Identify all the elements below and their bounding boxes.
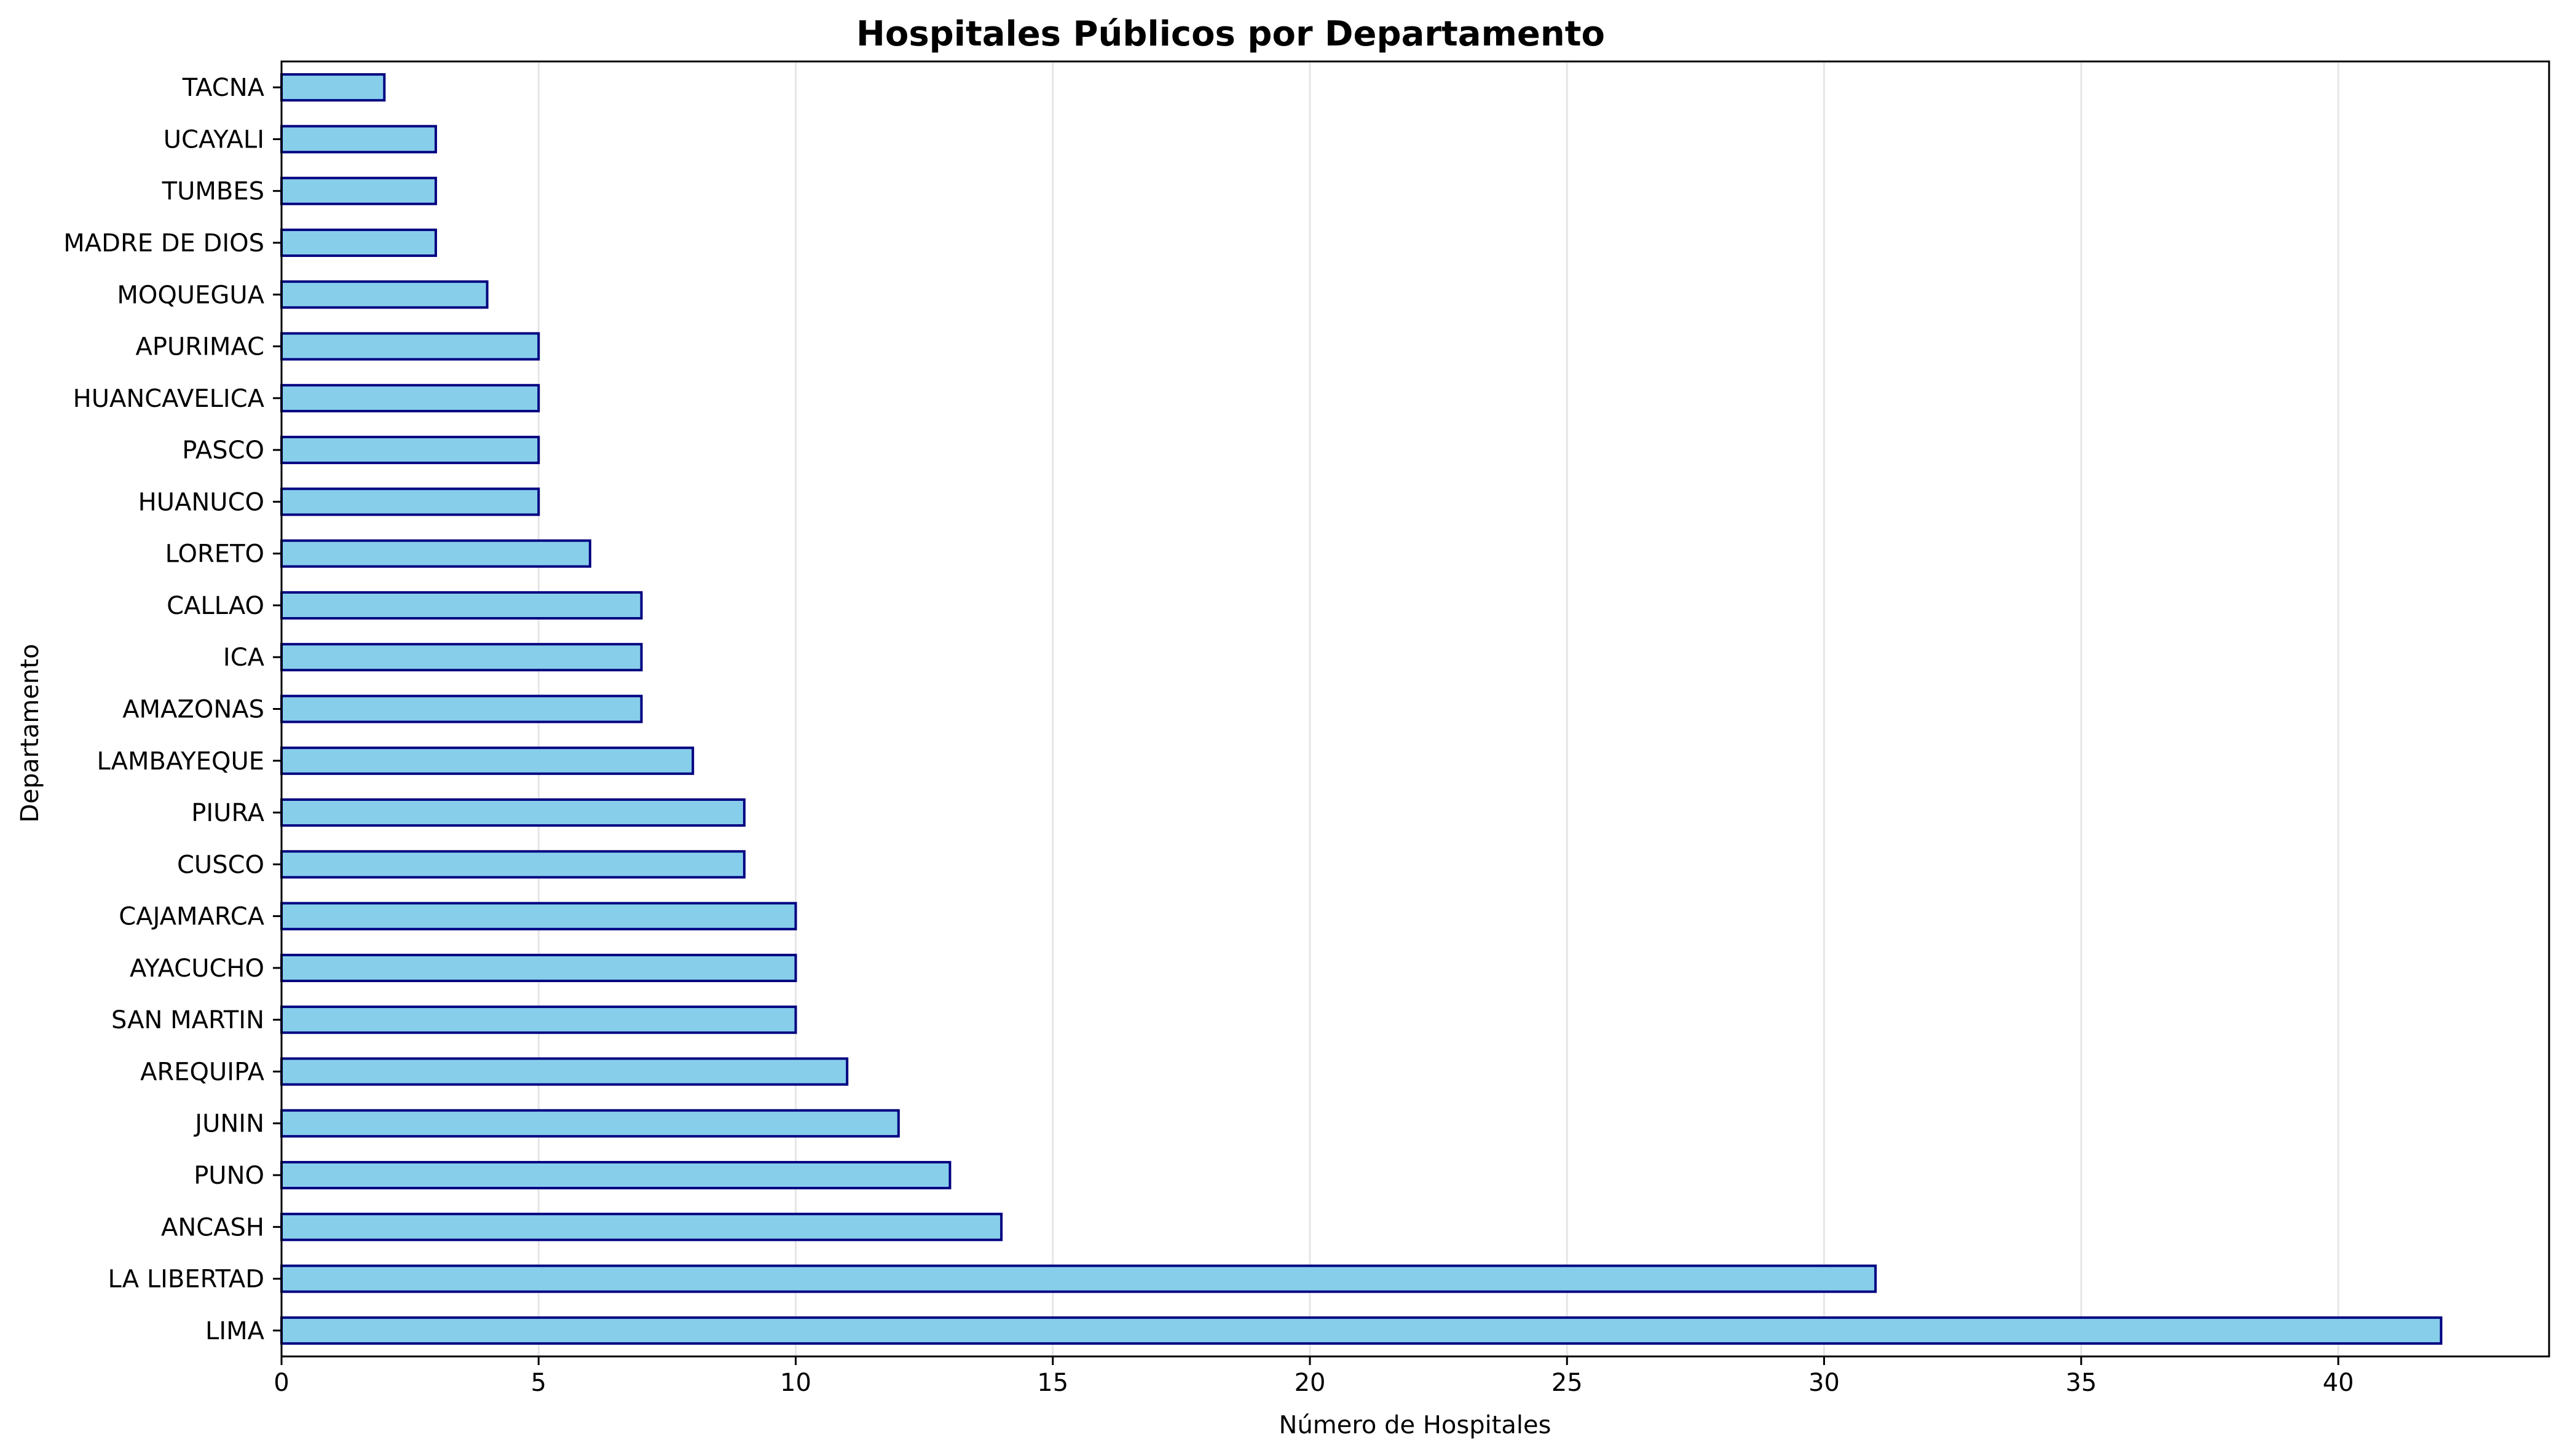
- bar-huanuco: [280, 487, 540, 516]
- y-tick-label-ayacucho: AYACUCHO: [130, 954, 264, 983]
- y-tick-label-amazonas: AMAZONAS: [122, 696, 264, 724]
- bar-ayacucho: [280, 953, 797, 982]
- y-tick-label-ucayali: UCAYALI: [164, 125, 264, 154]
- y-tick-label-moquegua: MOQUEGUA: [117, 281, 264, 309]
- y-tick-label-la-libertad: LA LIBERTAD: [108, 1265, 264, 1294]
- bar-lima: [280, 1316, 2443, 1345]
- x-tick-label-0: 0: [274, 1369, 289, 1397]
- x-axis-label: Número de Hospitales: [1279, 1411, 1551, 1439]
- y-tick-label-pasco: PASCO: [182, 436, 264, 465]
- x-tick-label-10: 10: [780, 1369, 811, 1397]
- y-ticks: LIMA LA LIBERTAD ANCASH PUNO JUNIN AREQUIPA SA…: [63, 74, 282, 1345]
- bar-cusco: [280, 850, 746, 879]
- x-tick-label-5: 5: [531, 1369, 546, 1397]
- y-tick-label-loreto: LORETO: [165, 540, 264, 569]
- x-tick-label-40: 40: [2323, 1369, 2354, 1397]
- x-tick-label-35: 35: [2065, 1369, 2097, 1397]
- y-tick-label-arequipa: AREQUIPA: [140, 1058, 265, 1086]
- y-tick-label-huancavelica: HUANCAVELICA: [73, 385, 265, 413]
- x-tick-label-20: 20: [1295, 1369, 1326, 1397]
- y-axis-label: Departamento: [16, 643, 44, 822]
- bars: [280, 73, 2443, 1345]
- bar-apurimac: [280, 332, 540, 361]
- y-tick-label-san-martin: SAN MARTIN: [111, 1006, 264, 1034]
- chart-title: Hospitales Públicos por Departamento: [856, 14, 1605, 54]
- bar-piura: [280, 798, 746, 827]
- gridlines: [537, 61, 2339, 1356]
- plot-frame: [280, 60, 2550, 1358]
- bar-junin: [280, 1109, 900, 1138]
- y-tick-label-cusco: CUSCO: [177, 851, 264, 879]
- bar-ancash: [280, 1213, 1003, 1242]
- bar-tacna: [280, 73, 386, 102]
- y-tick-label-huanuco: HUANUCO: [138, 488, 264, 516]
- y-tick-label-piura: PIURA: [191, 799, 264, 827]
- bar-puno: [280, 1160, 952, 1190]
- y-tick-label-puno: PUNO: [194, 1162, 264, 1190]
- y-tick-label-callao: CALLAO: [167, 592, 264, 620]
- bar-callao: [280, 591, 643, 620]
- bar-amazonas: [280, 695, 643, 723]
- y-tick-label-ica: ICA: [223, 643, 265, 672]
- y-tick-label-junin: JUNIN: [193, 1110, 264, 1138]
- y-tick-label-lambayeque: LAMBAYEQUE: [97, 747, 264, 776]
- bar-cajamarca: [280, 902, 797, 931]
- y-tick-label-apurimac: APURIMAC: [136, 333, 264, 361]
- bar-ucayali: [280, 125, 437, 154]
- x-tick-label-15: 15: [1037, 1369, 1068, 1397]
- x-tick-label-30: 30: [1808, 1369, 1840, 1397]
- x-ticks: 0 5 10 15 20 25 30 35 40: [274, 1356, 2354, 1397]
- bar-lambayeque: [280, 746, 695, 775]
- bar-ica: [280, 643, 643, 672]
- bar-moquegua: [280, 280, 489, 309]
- bar-huancavelica: [280, 384, 540, 412]
- y-tick-label-tumbes: TUMBES: [162, 178, 264, 206]
- bar-loreto: [280, 539, 591, 568]
- bar-arequipa: [280, 1057, 849, 1086]
- y-tick-label-ancash: ANCASH: [161, 1213, 264, 1242]
- bar-madre-de-dios: [280, 228, 437, 258]
- bar-san-martin: [280, 1005, 797, 1034]
- x-tick-label-25: 25: [1551, 1369, 1583, 1397]
- y-tick-label-madre-de-dios: MADRE DE DIOS: [63, 229, 264, 258]
- bar-tumbes: [280, 176, 437, 205]
- bar-pasco: [280, 436, 540, 465]
- bar-la-libertad: [280, 1264, 1877, 1293]
- y-tick-label-lima: LIMA: [205, 1317, 265, 1345]
- y-tick-label-tacna: TACNA: [182, 74, 265, 102]
- y-tick-label-cajamarca: CAJAMARCA: [119, 903, 264, 931]
